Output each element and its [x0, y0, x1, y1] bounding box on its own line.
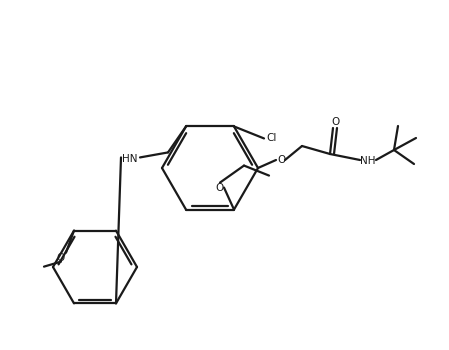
Text: NH: NH: [360, 156, 376, 166]
Text: O: O: [57, 253, 65, 262]
Text: Cl: Cl: [267, 133, 277, 143]
Text: HN: HN: [122, 154, 138, 164]
Text: O: O: [277, 155, 285, 165]
Text: O: O: [331, 117, 339, 127]
Text: O: O: [215, 183, 223, 193]
